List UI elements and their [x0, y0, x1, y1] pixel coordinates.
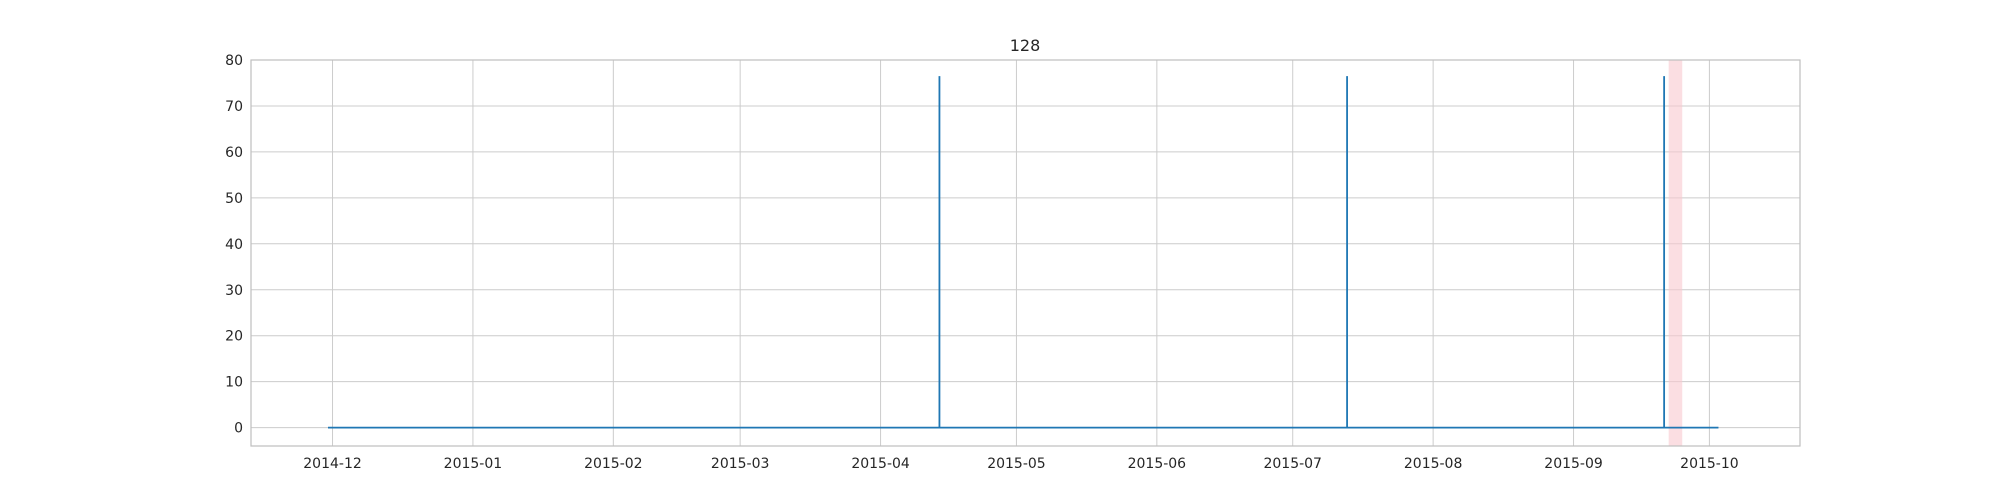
x-tick-label: 2015-02 [584, 456, 643, 472]
y-tick-label: 0 [234, 421, 243, 437]
series-line [328, 76, 1719, 429]
y-tick-label: 80 [225, 53, 243, 69]
x-tick-label: 2015-10 [1680, 456, 1739, 472]
y-tick-label: 70 [225, 99, 243, 115]
y-tick-label: 40 [225, 237, 243, 253]
axes-frame [250, 59, 1801, 447]
x-tick-label: 2015-05 [987, 456, 1046, 472]
y-tick-label: 30 [225, 283, 243, 299]
y-tick-label: 50 [225, 191, 243, 207]
x-tick-label: 2015-01 [444, 456, 503, 472]
highlight-span [1668, 60, 1683, 446]
x-tick-label: 2015-07 [1263, 456, 1322, 472]
y-tick-label: 60 [225, 145, 243, 161]
x-tick-label: 2014-12 [303, 456, 362, 472]
chart-title: 128 [1010, 36, 1041, 55]
y-tick-label: 20 [225, 329, 243, 345]
x-tick-label: 2015-09 [1544, 456, 1603, 472]
x-tick-label: 2015-08 [1404, 456, 1463, 472]
x-tick-label: 2015-03 [711, 456, 770, 472]
plot-area: 0 10 20 30 40 50 60 70 80 2014-12 2015-01 2015-02 20… [225, 53, 1801, 472]
y-tick-label: 10 [225, 375, 243, 391]
x-tick-label: 2015-06 [1128, 456, 1187, 472]
x-tick-label: 2015-04 [851, 456, 910, 472]
